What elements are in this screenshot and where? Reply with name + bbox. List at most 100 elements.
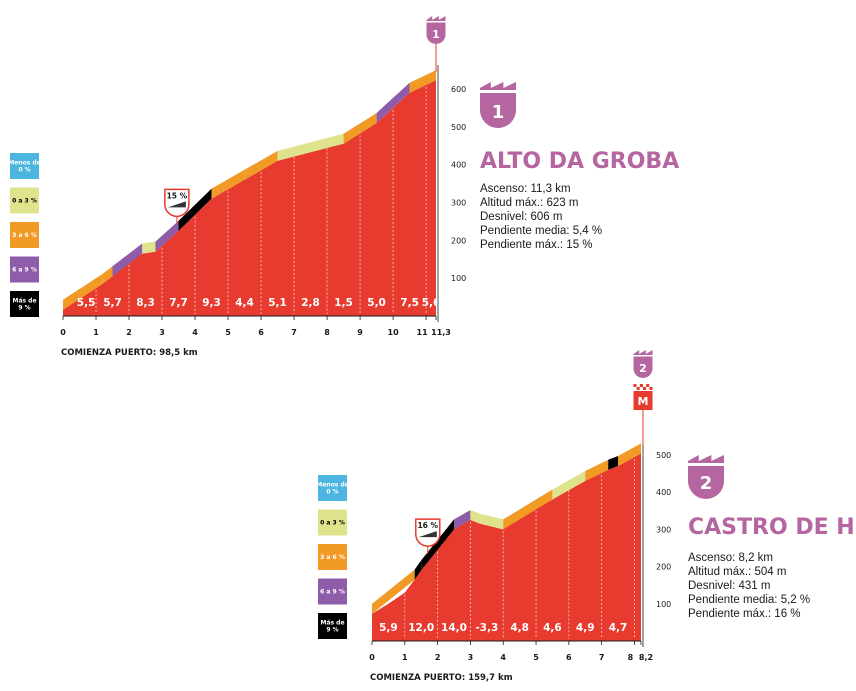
slope-band [277,133,344,161]
slope-band [503,489,553,530]
slope-band [608,456,619,470]
gradient-label: 5,5 [77,297,96,309]
finish-checker [633,387,637,390]
x-tick-label: 8 [628,653,634,662]
y-tick-label: 400 [451,161,466,170]
finish-line-icon: M [633,384,653,410]
y-tick-label: 300 [451,198,466,207]
slope-band [178,188,212,231]
max-gradient-slope [418,531,437,538]
finish-checker [636,387,640,390]
gradient-label: 12,0 [408,622,434,634]
legend-swatch [318,544,347,570]
finish-marker-chart-2: 2M [633,350,653,446]
slope-band [376,82,410,123]
slope-band [618,443,641,467]
gradient-label: 4,4 [235,297,254,309]
slope-band [343,112,377,144]
y-tick-label: 500 [451,123,466,132]
x-tick-label: 8 [324,328,330,337]
finish-checker [639,384,643,387]
finish-meta-label: M [638,395,649,408]
gradient-label: 2,8 [301,297,320,309]
legend-label: Menos de [8,160,40,167]
category-badge-shape [480,82,516,128]
x-tick-label: 1 [402,653,408,662]
finish-checker [649,387,653,390]
legend-label: 0 a 3 % [12,198,37,205]
gradient-label: 4,7 [609,622,628,634]
legend-label: 3 a 6 % [320,554,345,561]
legend-chart-2: Menos de0 % 0 a 3 % 3 a 6 % 6 a 9 % Más de9 … [316,475,349,639]
axes-chart-1: 0 1 2 3 4 5 6 7 8 9 10 11 11,3 100 200 300 400 500 600 [60,65,466,337]
finish-badge-icon [633,350,653,378]
x-tick-label: 8,2 [639,653,653,662]
legend-label: 0 % [326,489,338,496]
finish-badge-number: 2 [639,362,647,375]
max-gradient-label: 15 % [167,191,188,200]
stat-ascent: Ascenso: 8,2 km [688,552,773,564]
legend-swatch [10,153,39,179]
stat-max-gradient: Pendiente máx.: 16 % [688,608,801,620]
x-tick-label: 0 [369,653,375,662]
legend-swatch [10,256,39,283]
legend-chart-1: Menos de0 % 0 a 3 % 3 a 6 % 6 a 9 % Más de9 … [8,153,41,317]
gradient-label: 4,6 [543,622,562,634]
max-gradient-slope [167,201,186,208]
slope-band [142,241,156,254]
x-tick-label: 3 [468,653,474,662]
profile-area-chart-2: 5,9 12,0 14,0 -3,3 4,8 4,6 4,9 4,7 [372,443,641,641]
gradient-label: 5,7 [103,297,122,309]
x-tick-label: 0 [60,328,66,337]
max-gradient-marker-chart-2: 16 % [415,518,441,555]
profile-fill [63,80,436,316]
slope-band [63,288,80,310]
gradient-label: 4,9 [576,622,595,634]
x-tick-label: 5 [533,653,539,662]
x-tick-label: 3 [159,328,165,337]
x-tick-label: 7 [291,328,297,337]
stat-elevation-gain: Desnivel: 606 m [480,211,562,223]
profile-area-chart-1: 5,5 5,7 8,3 7,7 9,3 4,4 5,1 2,8 1,5 5,0 7,5 5,6 [63,70,440,316]
stat-max-gradient: Pendiente máx.: 15 % [480,239,593,251]
gradient-label: 14,0 [441,622,467,634]
legend-label: Más de [320,620,344,627]
finish-checker [646,387,650,390]
category-badge-icon: 2 [688,455,724,499]
legend-label: 9 % [326,627,338,634]
finish-checker [643,384,647,387]
slope-band [552,470,586,500]
y-tick-label: 500 [656,451,671,460]
stat-ascent: Ascenso: 11,3 km [480,183,571,195]
stat-avg-gradient: Pendiente media: 5,4 % [480,225,602,237]
x-tick-label: 2 [126,328,132,337]
legend-swatch [318,509,347,536]
finish-checker [646,384,650,387]
slope-band [211,169,245,199]
legend-swatch [318,613,347,639]
gradient-label: 4,8 [510,622,529,634]
slope-band [421,519,455,571]
slope-band [409,70,436,93]
x-tick-label: 9 [357,328,363,337]
gradient-label: 7,7 [169,297,188,309]
finish-checker [633,384,637,387]
y-tick-label: 200 [656,563,671,572]
max-gradient-marker-chart-1: 15 % [164,188,190,225]
category-badge-stripe [688,463,724,466]
gradient-label: 7,5 [400,297,419,309]
slope-band [454,510,471,530]
stat-max-altitude: Altitud máx.: 623 m [480,197,578,209]
legend-label: 0 a 3 % [320,520,345,527]
legend-swatch [318,578,347,605]
finish-marker-chart-1: 1 [426,16,446,73]
max-gradient-label: 16 % [417,521,438,530]
profile-fill [372,453,641,641]
x-tick-label: 11 [417,328,429,337]
climb-title: ALTO DA GROBA [480,149,679,174]
x-tick-label: 6 [566,653,572,662]
slope-band [155,220,179,252]
x-tick-label: 6 [258,328,264,337]
slope-band [470,510,481,524]
